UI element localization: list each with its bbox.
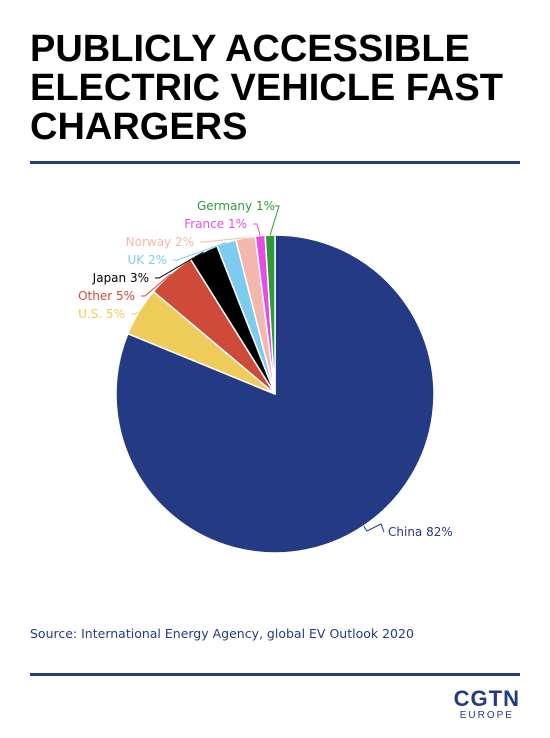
pie-chart: China 82% U.S. 5% Other 5% Japan 3% UK 2% Nor… (78, 199, 453, 554)
leader-line-france (253, 223, 261, 236)
source-note: Source: International Energy Agency, glo… (30, 626, 414, 641)
leader-line-u-s (131, 311, 140, 315)
slice-label-uk: UK 2% (127, 253, 167, 267)
cgtn-europe-logo: CGTN EUROPE (454, 688, 520, 722)
slice-label-japan: Japan 3% (92, 271, 149, 285)
title-line-1: PUBLICLY ACCESSIBLE (30, 28, 470, 70)
slice-label-u-s: U.S. 5% (78, 307, 125, 321)
slice-label-other: Other 5% (78, 289, 135, 303)
bottom-divider (30, 673, 520, 676)
title-line-3: CHARGERS (30, 106, 248, 148)
chart-title: PUBLICLY ACCESSIBLE ELECTRIC VEHICLE FAS… (30, 30, 520, 147)
leader-line-uk (173, 242, 227, 261)
slice-label-france: France 1% (184, 217, 247, 231)
leader-line-other (141, 273, 172, 297)
leader-line-norway (200, 237, 246, 243)
top-divider (30, 161, 520, 164)
leader-line-germany (269, 205, 280, 236)
leader-line-japan (155, 251, 204, 279)
slice-label-norway: Norway 2% (126, 235, 194, 249)
slice-label-china: China 82% (388, 525, 453, 539)
leader-line-china (363, 523, 385, 533)
slice-label-germany: Germany 1% (197, 199, 275, 213)
title-line-2: ELECTRIC VEHICLE FAST (30, 67, 503, 109)
logo-main-text: CGTN (453, 686, 520, 711)
logo-sub-text: EUROPE (459, 710, 514, 721)
